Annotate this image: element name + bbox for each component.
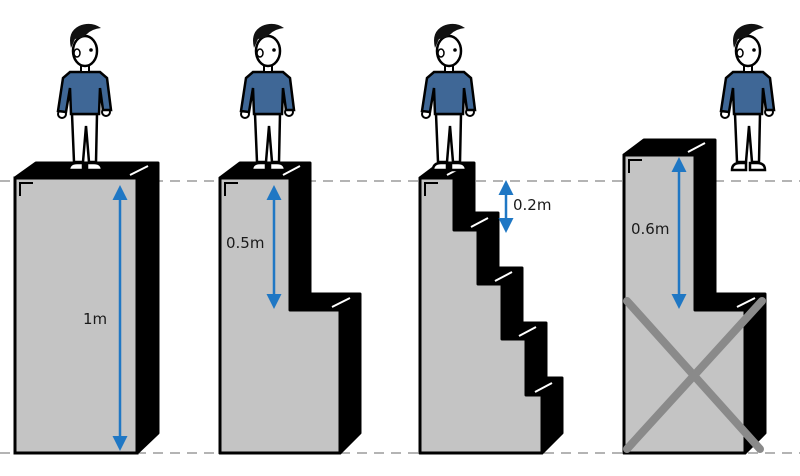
- cross-out-mark: [623, 297, 766, 453]
- person-figure: [420, 22, 477, 172]
- unequal-step-stair: [622, 138, 767, 455]
- person-figure: [56, 22, 113, 172]
- person-figure: [719, 22, 776, 172]
- five-step-stair: [418, 161, 564, 455]
- measure-label-0-6m: 0.6m: [631, 220, 670, 238]
- person-figure: [239, 22, 296, 172]
- measure-label-1m: 1m: [83, 310, 108, 328]
- measure-label-0-5m: 0.5m: [226, 234, 265, 252]
- measure-label-0-2m: 0.2m: [513, 196, 552, 214]
- single-block: [13, 161, 160, 455]
- two-step-stair: [218, 161, 362, 455]
